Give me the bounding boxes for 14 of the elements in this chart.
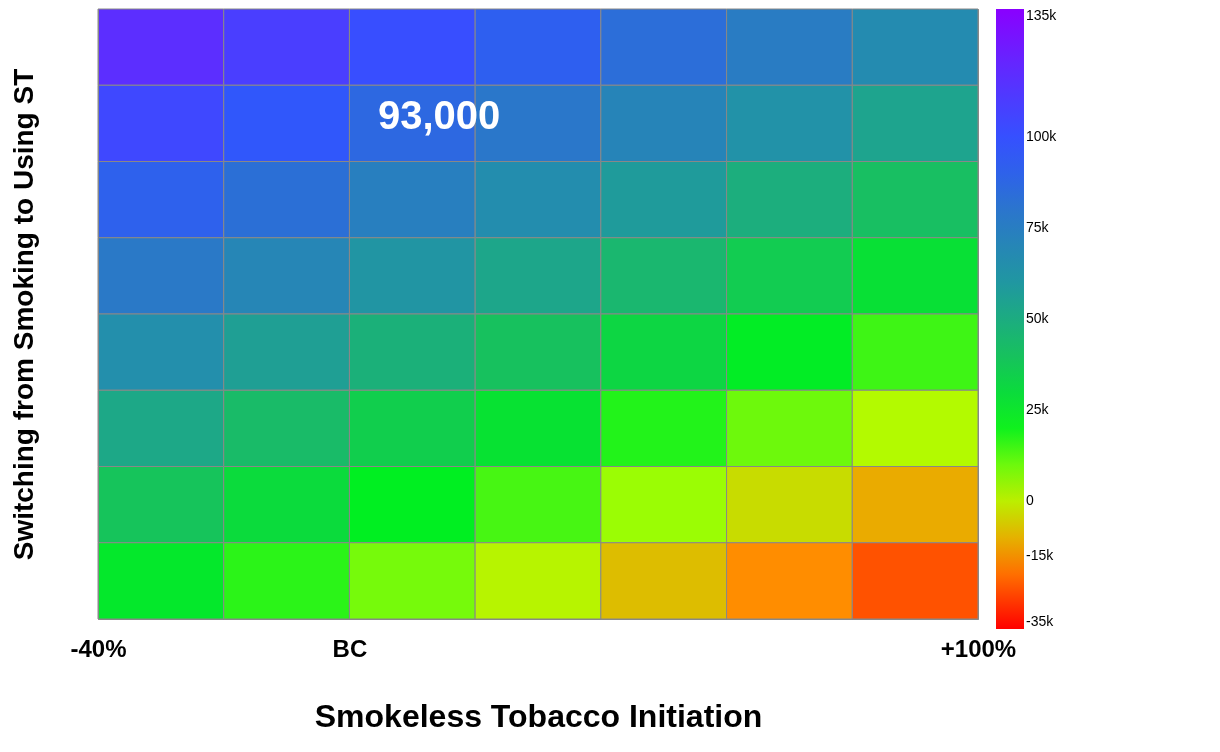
- color-bar-label: -35k: [1026, 613, 1055, 629]
- y-axis-title: Switching from Smoking to Using ST: [7, 68, 39, 561]
- annotation: 93,000: [378, 93, 501, 137]
- color-bar-label: 50k: [1026, 310, 1050, 326]
- color-bar-label: 100k: [1026, 127, 1058, 144]
- x-tick-label: +100%: [940, 634, 1017, 662]
- x-tick-label: BC: [332, 634, 368, 662]
- x-axis-title: Smokeless Tobacco Initiation: [314, 697, 763, 734]
- color-bar-label: 0: [1026, 492, 1034, 509]
- color-bar-label: 25k: [1026, 401, 1050, 418]
- color-bar-label: 135k: [1026, 7, 1058, 23]
- color-bar-label: -15k: [1026, 547, 1055, 564]
- color-bar-label: 75k: [1026, 218, 1050, 235]
- x-tick-label: -40%: [70, 634, 127, 662]
